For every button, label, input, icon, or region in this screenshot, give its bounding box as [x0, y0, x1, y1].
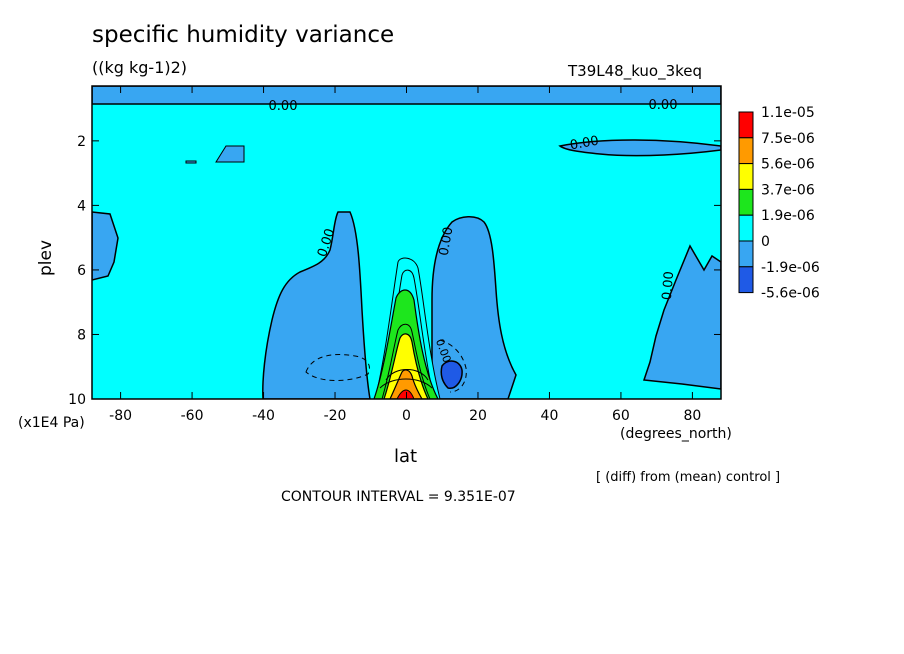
- colorbar-swatch: [738, 111, 754, 139]
- colorbar-label: 5.6e-06: [761, 157, 815, 173]
- contour-interval: CONTOUR INTERVAL = 9.351E-07: [281, 489, 516, 505]
- y-tick-label: 8: [77, 327, 86, 343]
- colorbar-label: -5.6e-06: [761, 286, 820, 302]
- plume-red: [396, 389, 415, 399]
- lobe-north: [431, 216, 517, 399]
- y-axis-label: plev: [36, 239, 57, 277]
- top-negative-band: [92, 86, 721, 105]
- x-axis-units: (degrees_north): [620, 426, 732, 442]
- lobe-right-edge: [642, 244, 721, 390]
- contour-label: 0.00: [649, 98, 678, 113]
- x-tick-label: 0: [402, 408, 411, 424]
- contour-label: 0.00: [660, 271, 677, 301]
- plume-contour-2: [385, 369, 429, 381]
- colorbar-swatch: [738, 163, 754, 190]
- blob-upper-left: [215, 145, 245, 163]
- colorbar: 1.1e-05 7.5e-06 5.6e-06 3.7e-06 1.9e-06 0 -1.9…: [738, 105, 820, 302]
- x-tick-label: -40: [252, 408, 275, 424]
- x-tick-label: 60: [612, 408, 630, 424]
- dashed-contour-south: [305, 354, 370, 381]
- contour-label: 0.00: [437, 226, 457, 257]
- x-tick-label: 40: [541, 408, 559, 424]
- chart-units: ((kg kg-1)2): [92, 58, 188, 77]
- x-tick-label: 20: [469, 408, 487, 424]
- y-tick-label: 4: [77, 198, 86, 214]
- colorbar-label: 1.1e-05: [761, 105, 815, 121]
- diff-note: [ (diff) from (mean) control ]: [596, 470, 781, 485]
- colorbar-swatch: [738, 266, 754, 294]
- blob-upper-right: [558, 139, 721, 157]
- y-tick-label: 2: [77, 134, 86, 150]
- x-tick-label: 80: [683, 408, 701, 424]
- run-label: T39L48_kuo_3keq: [568, 62, 703, 80]
- x-tick-label: -20: [324, 408, 347, 424]
- contour-labels: 0.00 0.00 0.00 0.00 0.00 0.00 0.00: [269, 98, 678, 365]
- chart-title: specific humidity variance: [92, 22, 395, 48]
- y-tick-label: 10: [68, 392, 86, 408]
- x-tick-label: -60: [181, 408, 204, 424]
- plume-yellow: [383, 333, 429, 399]
- axes: -80 -60 -40 -20 0 20 40 60 80 2 4 6 8 10: [68, 86, 721, 424]
- x-tick-label: -80: [109, 408, 132, 424]
- colorbar-swatch: [738, 240, 754, 268]
- contour-label: 0.00: [269, 99, 298, 114]
- colorbar-swatch: [738, 188, 754, 216]
- y-tick-label: 6: [77, 263, 86, 279]
- colorbar-label: 1.9e-06: [761, 208, 815, 224]
- colorbar-swatch: [738, 137, 754, 165]
- plume-contour-1: [379, 378, 433, 389]
- colorbar-swatch: [738, 214, 754, 242]
- x-axis-label: lat: [394, 446, 418, 467]
- blob-left-edge: [92, 211, 119, 281]
- colorbar-label: -1.9e-06: [761, 260, 820, 276]
- contour-label: 0.00: [569, 134, 600, 154]
- blob-upper-left-tiny: [185, 160, 197, 164]
- colorbar-label: 7.5e-06: [761, 131, 815, 147]
- minimum-blob: [440, 360, 463, 389]
- lobe-south: [262, 211, 371, 399]
- y-axis-units: (x1E4 Pa): [18, 415, 85, 431]
- colorbar-label: 0: [761, 234, 770, 250]
- dashed-contour-north: [439, 339, 467, 393]
- plume-orange: [389, 369, 423, 399]
- colorbar-label: 3.7e-06: [761, 182, 815, 198]
